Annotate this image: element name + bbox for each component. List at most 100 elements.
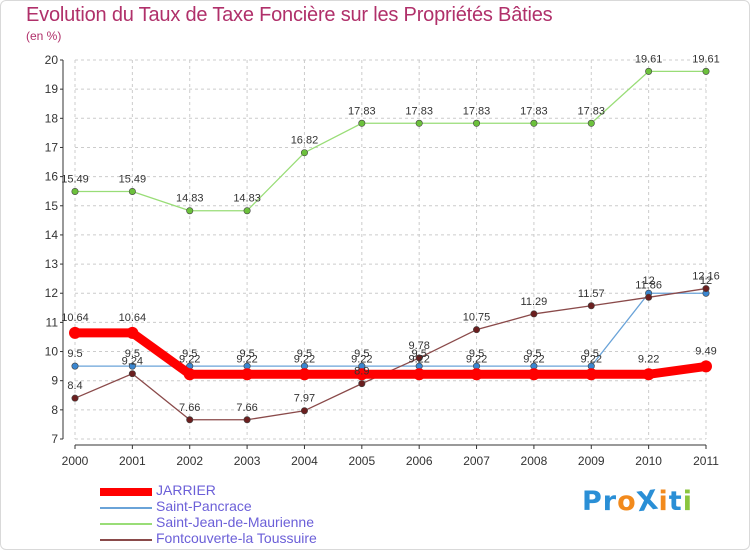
data-label-saint-pancrace-2011: 12 [700, 275, 712, 287]
x-tick-label-2007: 2007 [463, 454, 490, 468]
x-tick-label-2003: 2003 [234, 454, 261, 468]
point-saint-jean-de-maurienne-2005 [358, 119, 366, 127]
y-tick-label-7: 7 [51, 432, 58, 446]
data-label-saint-jean-de-maurienne-2010: 19.61 [635, 53, 663, 65]
data-label-fontcouverte-la-toussuire-2001: 9.24 [122, 356, 143, 368]
y-tick-label-20: 20 [45, 53, 59, 67]
point-fontcouverte-la-toussuire-2008 [530, 310, 538, 318]
proxiti-logo: ProXiti [582, 485, 693, 519]
data-label-fontcouverte-la-toussuire-2000: 8.4 [67, 380, 82, 392]
legend-swatch-fontcouverte [100, 539, 152, 541]
point-saint-jean-de-maurienne-2007 [473, 119, 481, 127]
x-tick-label-2011: 2011 [693, 454, 719, 468]
x-tick-label-2009: 2009 [578, 454, 605, 468]
data-label-saint-jean-de-maurienne-2007: 17.83 [463, 105, 491, 117]
y-tick-label-10: 10 [45, 345, 59, 359]
point-fontcouverte-la-toussuire-2006 [415, 354, 423, 362]
point-jarrier-2011 [700, 360, 712, 373]
data-labels-layer: 10.64 10.649.22 9.22 9.22 9.22 9.22 9.22 9.22 9.… [61, 53, 720, 413]
y-tick-label-12: 12 [45, 286, 59, 300]
data-label-saint-jean-de-maurienne-2002: 14.83 [176, 193, 204, 205]
y-tick-label-15: 15 [45, 199, 59, 213]
point-jarrier-2002 [183, 368, 196, 381]
line-chart: 7 8 9 10 11 12 13 14 15 16 17 18 19 20 2000 2001 2002 200… [45, 53, 720, 468]
series-line-saint-jean-de-maurienne [74, 70, 707, 212]
legend-swatch-saint-pancrace [100, 507, 152, 509]
data-label-jarrier-2011: 9.49 [695, 345, 716, 357]
point-fontcouverte-la-toussuire-2001 [128, 370, 136, 378]
data-label-saint-jean-de-maurienne-2006: 17.83 [405, 105, 433, 117]
y-tick-label-17: 17 [45, 140, 59, 154]
point-fontcouverte-la-toussuire-2005 [358, 380, 366, 388]
data-label-jarrier-2008: 9.22 [523, 353, 544, 365]
data-label-saint-jean-de-maurienne-2004: 16.82 [291, 135, 319, 147]
point-jarrier-2000 [69, 326, 81, 339]
point-jarrier-2007 [470, 368, 483, 381]
point-fontcouverte-la-toussuire-2002 [186, 416, 194, 424]
point-saint-jean-de-maurienne-2000 [71, 187, 79, 195]
legend-swatch-jarrier [100, 488, 152, 496]
point-saint-jean-de-maurienne-2001 [128, 187, 136, 195]
data-label-fontcouverte-la-toussuire-2002: 7.66 [179, 402, 200, 414]
x-tick-label-2002: 2002 [176, 454, 203, 468]
point-fontcouverte-la-toussuire-2009 [587, 302, 595, 310]
data-label-jarrier-2005: 9.22 [351, 353, 372, 365]
point-saint-jean-de-maurienne-2002 [186, 207, 194, 215]
series-line-fontcouverte-la-toussuire [74, 287, 707, 421]
data-label-jarrier-2002: 9.22 [179, 353, 200, 365]
point-fontcouverte-la-toussuire-2007 [473, 326, 481, 334]
data-label-saint-pancrace-2002: 9.5 [182, 348, 197, 360]
x-tick-label-2000: 2000 [62, 454, 89, 468]
point-saint-pancrace-2001 [128, 362, 136, 370]
data-label-saint-pancrace-2004: 9.5 [297, 348, 312, 360]
data-label-saint-pancrace-2006: 9.5 [412, 348, 427, 360]
data-label-fontcouverte-la-toussuire-2005: 8.9 [354, 366, 369, 378]
data-label-saint-pancrace-2010: 12 [643, 275, 655, 287]
data-label-jarrier-2004: 9.22 [294, 353, 315, 365]
point-fontcouverte-la-toussuire-2000 [71, 394, 79, 402]
x-tick-label-2010: 2010 [635, 454, 662, 468]
legend-label-jarrier: JARRIER [156, 482, 216, 498]
point-saint-jean-de-maurienne-2006 [415, 119, 423, 127]
data-label-saint-pancrace-2005: 9.5 [354, 348, 369, 360]
x-tick-label-2004: 2004 [291, 454, 318, 468]
point-jarrier-2006 [413, 368, 426, 381]
y-tick-label-9: 9 [51, 374, 58, 388]
chart-title: Evolution du Taux de Taxe Foncière sur l… [26, 4, 553, 26]
data-label-fontcouverte-la-toussuire-2007: 10.75 [463, 312, 491, 324]
data-label-fontcouverte-la-toussuire-2004: 7.97 [294, 393, 315, 405]
logo-letter-5: t [668, 486, 683, 517]
x-tick-label-2005: 2005 [348, 454, 375, 468]
data-label-jarrier-2003: 9.22 [236, 353, 257, 365]
point-fontcouverte-la-toussuire-2003 [243, 416, 251, 424]
legend-label-saint-pancrace: Saint-Pancrace [156, 498, 252, 514]
axes-layer: 7 8 9 10 11 12 13 14 15 16 17 18 19 20 2000 2001 2002 200… [45, 53, 720, 468]
legend-label-fontcouverte: Fontcouverte-la Toussuire [156, 530, 317, 546]
y-tick-label-13: 13 [45, 257, 59, 271]
data-label-saint-jean-de-maurienne-2005: 17.83 [348, 105, 376, 117]
logo-letter-1: r [602, 486, 618, 517]
legend-swatch-saint-jean-de-maurienne [100, 523, 152, 525]
data-label-fontcouverte-la-toussuire-2008: 11.29 [521, 296, 548, 308]
data-label-jarrier-2009: 9.22 [581, 353, 602, 365]
series-line-jarrier [70, 328, 711, 379]
data-label-saint-pancrace-2003: 9.5 [239, 348, 254, 360]
point-saint-pancrace-2000 [71, 362, 79, 370]
x-tick-label-2006: 2006 [406, 454, 433, 468]
data-label-fontcouverte-la-toussuire-2003: 7.66 [236, 402, 257, 414]
x-tick-label-2001: 2001 [119, 454, 146, 468]
point-jarrier-2008 [527, 368, 540, 381]
y-tick-label-18: 18 [45, 111, 59, 125]
y-tick-label-11: 11 [46, 315, 59, 329]
point-fontcouverte-la-toussuire-2004 [300, 407, 308, 415]
data-label-jarrier-2007: 9.22 [466, 353, 487, 365]
point-saint-jean-de-maurienne-2009 [587, 119, 595, 127]
data-label-fontcouverte-la-toussuire-2010: 11.86 [635, 279, 662, 291]
point-fontcouverte-la-toussuire-2011 [702, 285, 710, 293]
data-label-saint-pancrace-2001: 9.5 [125, 348, 140, 360]
data-label-fontcouverte-la-toussuire-2006: 9.78 [408, 340, 429, 352]
data-label-fontcouverte-la-toussuire-2009: 11.57 [578, 288, 605, 300]
data-label-jarrier-2010: 9.22 [638, 353, 659, 365]
x-tick-label-2008: 2008 [521, 454, 548, 468]
